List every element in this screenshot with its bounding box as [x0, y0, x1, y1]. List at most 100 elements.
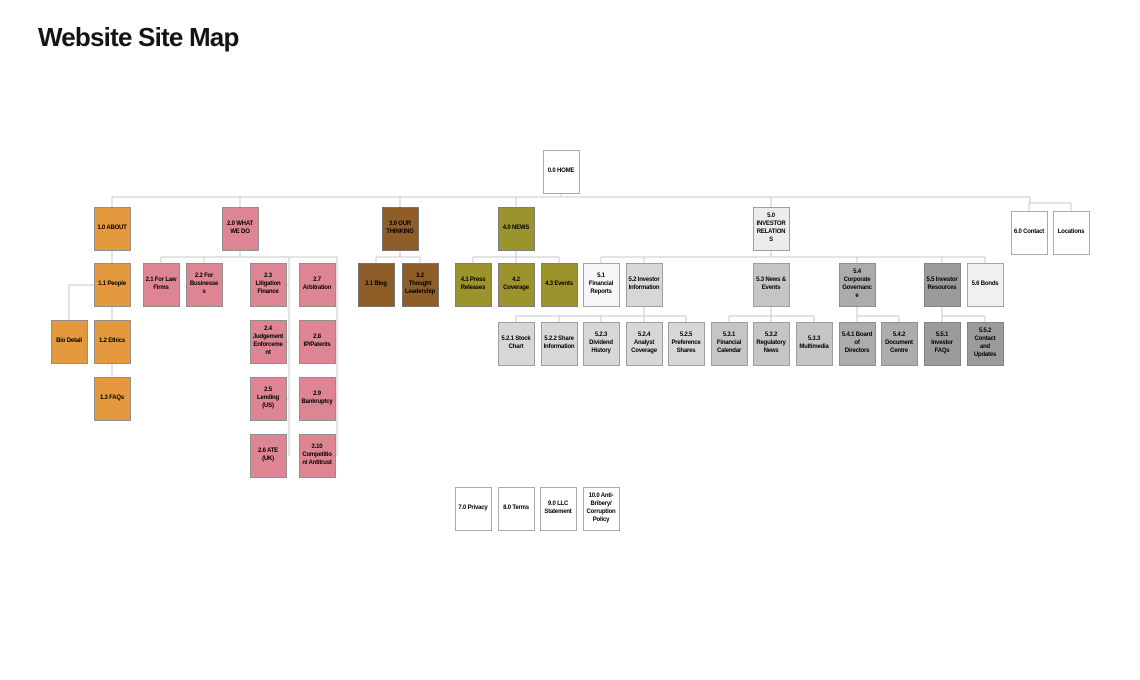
node-3-1-blog: 3.1 Blog — [357, 263, 395, 307]
node-label: 4.2 Coverage — [503, 277, 529, 291]
node-7-0-privacy: 7.0 Privacy — [454, 487, 492, 531]
node-label: 2.4 Judgement Enforcement — [252, 326, 284, 356]
node-label: 5.3.1 Financial Calendar — [716, 332, 742, 354]
node-5-2-2-share-information: 5.2.2 Share Information — [540, 322, 578, 366]
node-3-0-our-thinking: 3.0 OUR THINKING — [381, 207, 419, 251]
node-10-0-anti-bribery: 10.0 Anti-Bribery/ Corruption Policy — [582, 487, 620, 531]
node-label: 2.8 IP/Patents — [303, 334, 331, 348]
node-label: 3.0 OUR THINKING — [386, 221, 414, 235]
node-label: 2.5 Lending (US) — [257, 387, 279, 409]
node-1-0-about: 1.0 ABOUT — [93, 207, 131, 251]
node-label: 2.0 WHAT WE DO — [227, 221, 253, 235]
node-9-0-llc-statement: 9.0 LLC Statement — [539, 487, 577, 531]
node-label: 8.0 Terms — [503, 505, 529, 512]
node-label: 1.2 Ethics — [98, 338, 125, 345]
node-2-9-bankruptcy: 2.9 Bankruptcy — [298, 377, 336, 421]
node-label: 3.2 Thought Leadership — [404, 273, 435, 295]
node-label: 5.2 Investor Information — [628, 277, 660, 291]
node-label: 5.4.2 Document Centre — [885, 332, 913, 354]
node-label: 4.1 Press Releases — [460, 277, 486, 291]
node-6-0-contact: 6.0 Contact — [1010, 211, 1048, 255]
node-5-3-news-events: 5.3 News & Events — [752, 263, 790, 307]
node-label: 1.1 People — [98, 281, 126, 288]
node-locations: Locations — [1052, 211, 1090, 255]
node-label: 5.2.1 Stock Chart — [501, 336, 531, 350]
node-2-5-lending-us: 2.5 Lending (US) — [249, 377, 287, 421]
node-label: Locations — [1057, 229, 1085, 236]
connector — [68, 284, 94, 320]
node-label: 5.2.4 Analyst Coverage — [631, 332, 657, 354]
node-label: 7.0 Privacy — [458, 505, 488, 512]
page-title: Website Site Map — [38, 22, 239, 52]
node-label: 2.1 For Law Firms — [145, 277, 177, 291]
node-label: 2.7 Arbitration — [302, 277, 332, 291]
node-label: 5.2.2 Share Information — [543, 336, 575, 350]
node-label: 1.3 FAQs — [99, 395, 125, 402]
node-5-2-5-preference-shares: 5.2.5 Preference Shares — [667, 322, 705, 366]
node-label: 5.3.3 Multimedia — [799, 336, 829, 350]
node-label: 2.2 For Businesses — [189, 273, 219, 295]
node-label: 5.4 Corporate Governance — [842, 269, 872, 299]
node-2-1-for-law-firms: 2.1 For Law Firms — [142, 263, 180, 307]
node-label: 5.5 Investor Resources — [926, 277, 958, 291]
node-3-2-thought-leadership: 3.2 Thought Leadership — [401, 263, 439, 307]
node-label: 6.0 Contact — [1013, 229, 1045, 236]
node-label: 3.1 Blog — [365, 281, 387, 288]
node-1-3-faqs: 1.3 FAQs — [93, 377, 131, 421]
node-5-5-investor-resources: 5.5 Investor Resources — [923, 263, 961, 307]
node-2-3-litigation-finance: 2.3 Litigation Finance — [249, 263, 287, 307]
node-2-7-arbitration: 2.7 Arbitration — [298, 263, 336, 307]
node-4-0-news: 4.0 NEWS — [497, 207, 535, 251]
node-5-1-financial-reports: 5.1 Financial Reports — [582, 263, 620, 307]
node-2-10-competition-antitrust: 2.10 Competition/ Antitrust — [298, 434, 336, 478]
node-label: 5.0 INVESTOR RELATIONS — [756, 213, 786, 243]
node-5-6-bonds: 5.6 Bonds — [966, 263, 1004, 307]
node-4-2-coverage: 4.2 Coverage — [497, 263, 535, 307]
node-5-4-2-document-centre: 5.4.2 Document Centre — [880, 322, 918, 366]
node-label: 5.2.5 Preference Shares — [671, 332, 701, 354]
node-label: 5.4.1 Board of Directors — [841, 332, 873, 354]
node-5-5-1-investor-faqs: 5.5.1 Investor FAQs — [923, 322, 961, 366]
node-label: Bio Detail — [56, 338, 82, 345]
node-label: 5.6 Bonds — [971, 281, 999, 288]
node-8-0-terms: 8.0 Terms — [497, 487, 535, 531]
node-label: 5.1 Financial Reports — [588, 273, 614, 295]
node-label: 4.0 NEWS — [502, 225, 530, 232]
node-label: 5.5.2 Contact and Updates — [973, 328, 997, 358]
node-1-2-ethics: 1.2 Ethics — [93, 320, 131, 364]
node-5-3-2-regulatory-news: 5.3.2 Regulatory News — [752, 322, 790, 366]
node-5-2-1-stock-chart: 5.2.1 Stock Chart — [497, 322, 535, 366]
node-label: 9.0 LLC Statement — [544, 501, 572, 515]
node-5-2-3-dividend-history: 5.2.3 Dividend History — [582, 322, 620, 366]
node-label: 5.2.3 Dividend History — [589, 332, 613, 354]
node-5-0-investor-relations: 5.0 INVESTOR RELATIONS — [752, 207, 790, 251]
node-5-2-4-analyst-coverage: 5.2.4 Analyst Coverage — [625, 322, 663, 366]
node-label: 2.3 Litigation Finance — [255, 273, 281, 295]
node-5-5-2-contact-and-updates: 5.5.2 Contact and Updates — [966, 322, 1004, 366]
node-4-1-press-releases: 4.1 Press Releases — [454, 263, 492, 307]
node-5-4-1-board-of-directors: 5.4.1 Board of Directors — [838, 322, 876, 366]
node-2-4-judgement-enforcement: 2.4 Judgement Enforcement — [249, 320, 287, 364]
node-5-4-corporate-governance: 5.4 Corporate Governance — [838, 263, 876, 307]
node-label: 5.5.1 Investor FAQs — [931, 332, 953, 354]
node-0-0-home: 0.0 HOME — [542, 150, 580, 194]
node-2-2-for-businesses: 2.2 For Businesses — [185, 263, 223, 307]
node-2-0-what-we-do: 2.0 WHAT WE DO — [221, 207, 259, 251]
node-label: 0.0 HOME — [547, 168, 575, 175]
node-5-3-3-multimedia: 5.3.3 Multimedia — [795, 322, 833, 366]
node-1-1-people: 1.1 People — [93, 263, 131, 307]
node-label: 4.3 Events — [545, 281, 573, 288]
node-bio-detail: Bio Detail — [50, 320, 88, 364]
node-label: 2.9 Bankruptcy — [301, 391, 333, 405]
node-4-3-events: 4.3 Events — [540, 263, 578, 307]
node-5-3-1-financial-calendar: 5.3.1 Financial Calendar — [710, 322, 748, 366]
node-2-8-ip-patents: 2.8 IP/Patents — [298, 320, 336, 364]
node-label: 1.0 ABOUT — [97, 225, 127, 232]
node-label: 10.0 Anti-Bribery/ Corruption Policy — [586, 493, 616, 523]
node-label: 2.6 ATE (UK) — [258, 448, 278, 462]
node-2-6-ate-uk: 2.6 ATE (UK) — [249, 434, 287, 478]
node-label: 2.10 Competition/ Antitrust — [302, 444, 332, 466]
